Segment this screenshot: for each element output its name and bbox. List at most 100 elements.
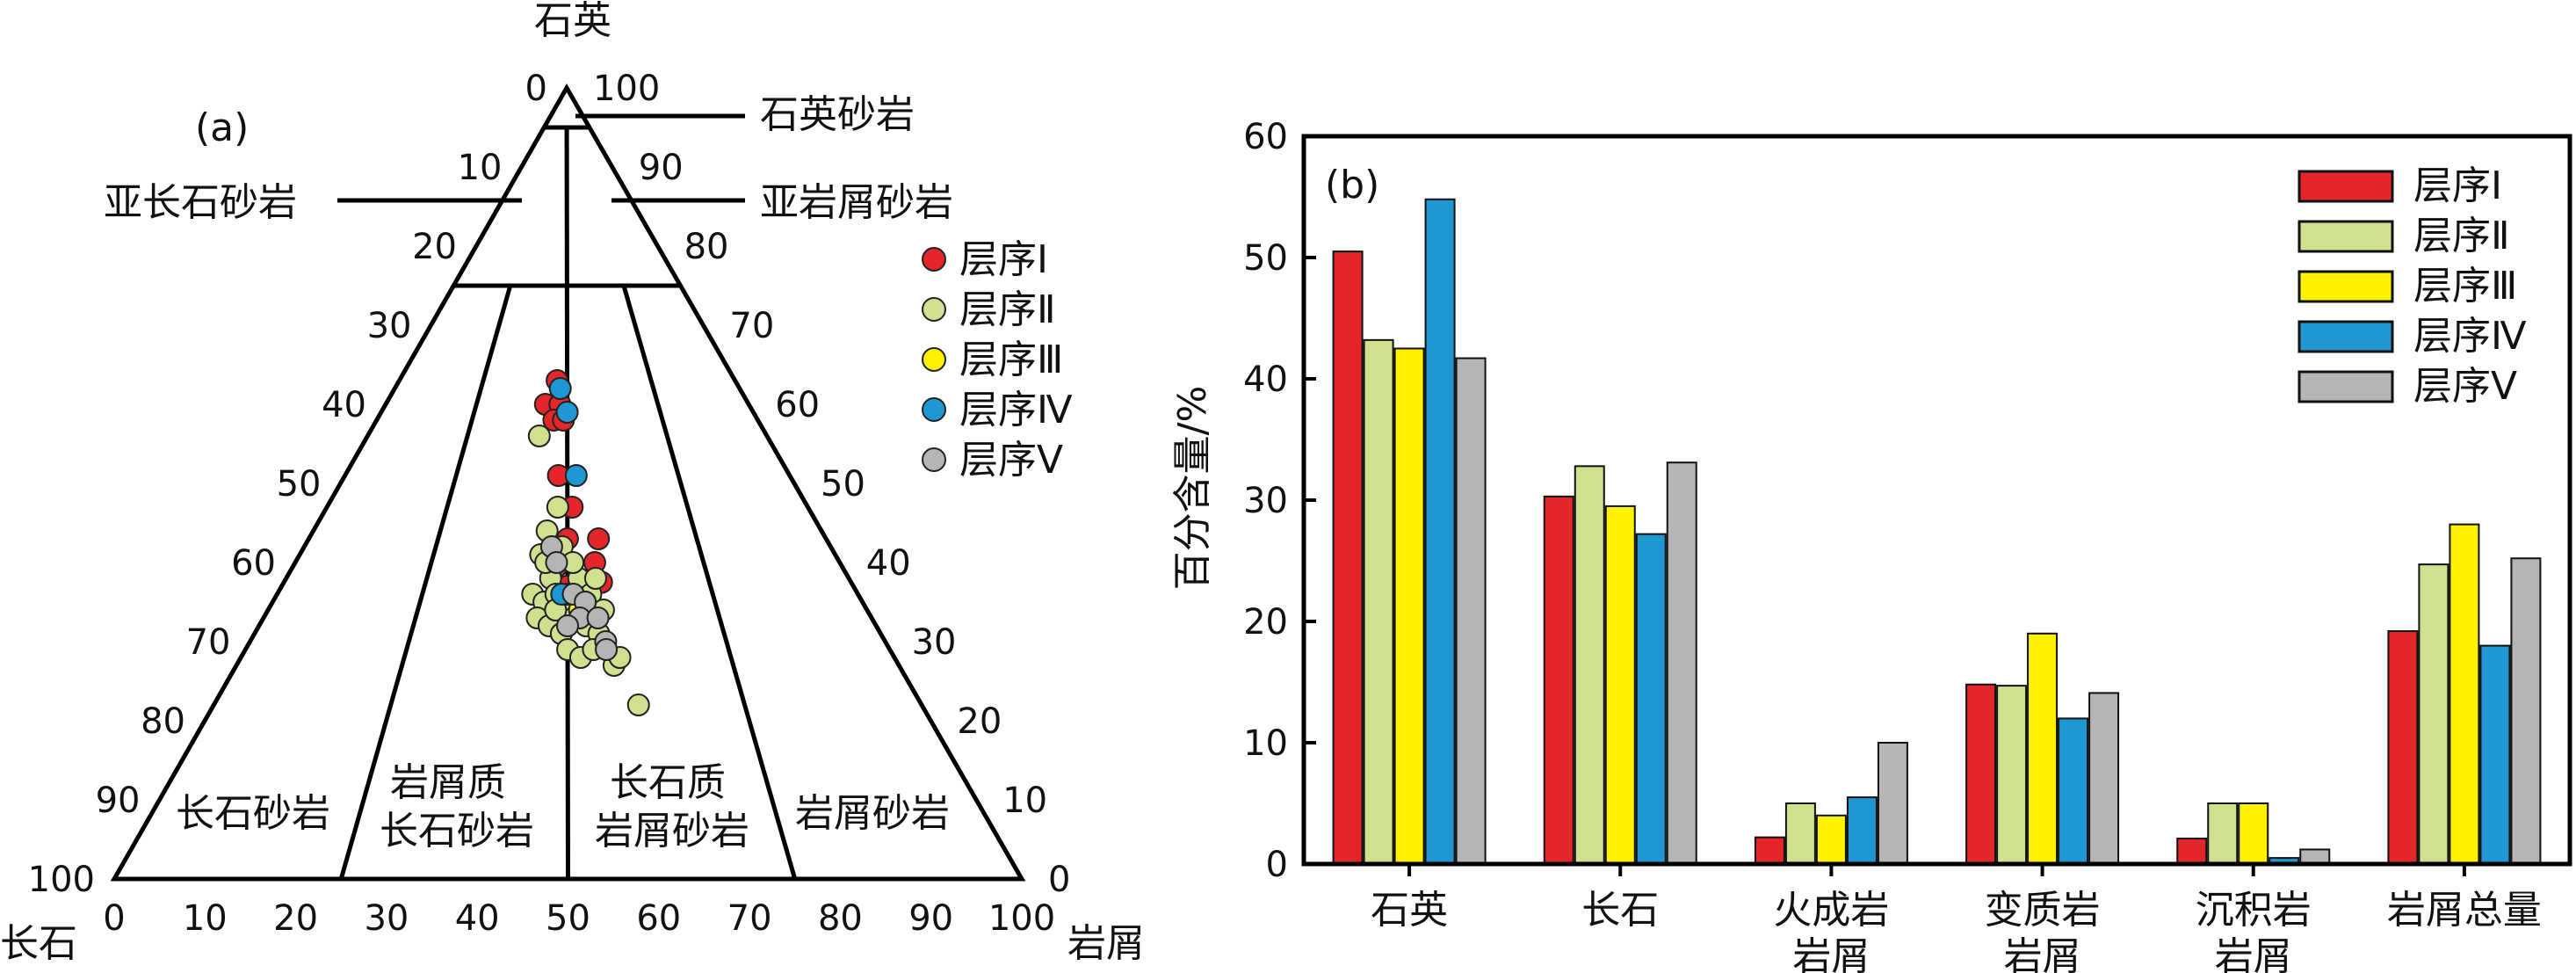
- left-tick-label: 70: [186, 622, 231, 663]
- right-tick-label: 80: [684, 227, 729, 267]
- data-point-series-5: [556, 614, 580, 637]
- right-tick-label: 70: [729, 306, 774, 346]
- bottom-tick-label: 0: [103, 898, 125, 939]
- bottom-tick-label: 30: [364, 898, 409, 939]
- left-tick-label: 30: [367, 306, 412, 346]
- right-tick-label: 30: [912, 622, 957, 663]
- legend-swatch-5: [2297, 370, 2394, 403]
- category-label: 岩屑: [2215, 934, 2292, 973]
- left-tick-label: 20: [412, 227, 457, 267]
- data-point-series-2: [527, 425, 551, 447]
- data-point-series-5: [545, 551, 568, 574]
- bar-4: [1846, 796, 1878, 865]
- bar-5: [1666, 461, 1697, 865]
- legend-label-4: 层序Ⅳ: [2413, 314, 2527, 359]
- boundary-line-75: [621, 285, 798, 880]
- field-label-feldspathic-litharenite-1: 长石质: [610, 760, 726, 805]
- left-tick-label: 10: [458, 148, 503, 188]
- data-point-series-1: [587, 527, 611, 550]
- legend-marker-3: [922, 347, 946, 372]
- data-point-series-4: [555, 401, 579, 424]
- field-label-litharenite: 岩屑砂岩: [795, 791, 950, 836]
- left-tick-label: 0: [525, 69, 547, 109]
- data-point-series-2: [583, 567, 607, 590]
- legend-label-2: 层序Ⅱ: [959, 287, 1056, 332]
- y-tick-label: 40: [1243, 359, 1288, 400]
- bar-4: [2479, 644, 2511, 865]
- bar-2: [1784, 802, 1816, 865]
- ternary-legend: 层序Ⅰ 层序Ⅱ 层序Ⅲ 层序Ⅳ 层序Ⅴ: [922, 237, 1073, 483]
- field-label-sublitharenite: 亚岩屑砂岩: [760, 180, 953, 225]
- field-label-lithic-arkose-2: 长石砂岩: [380, 809, 534, 853]
- legend-label-1: 层序Ⅰ: [959, 237, 1048, 282]
- ternary-points: [521, 369, 650, 716]
- bar-1: [1543, 495, 1574, 865]
- legend-swatch-2: [2297, 220, 2394, 253]
- category-label: 岩屑总量: [2387, 888, 2542, 933]
- bar-1: [1965, 683, 1997, 866]
- field-label-arkose: 长石砂岩: [176, 791, 330, 836]
- ternary-tick-labels: 0 10 20 30 40 50 60 70 80 90 100010203040506070809…: [28, 69, 1071, 939]
- legend-swatch-3: [2297, 270, 2394, 303]
- y-tick-label: 60: [1243, 117, 1288, 157]
- right-tick-label: 90: [639, 148, 684, 188]
- bar-1: [2176, 838, 2208, 866]
- right-tick-label: 20: [957, 701, 1002, 742]
- right-tick-label: 0: [1048, 860, 1070, 900]
- legend-label-4: 层序Ⅳ: [959, 388, 1073, 432]
- field-label-subarkose: 亚长石砂岩: [104, 180, 297, 225]
- legend-label-5: 层序Ⅴ: [959, 438, 1063, 483]
- right-tick-label: 60: [775, 385, 820, 425]
- vertex-label-quartz: 石英: [534, 0, 611, 43]
- panel-label-a: (a): [195, 105, 249, 150]
- legend-label-2: 层序Ⅱ: [2413, 214, 2510, 258]
- bar-3: [1604, 505, 1636, 866]
- bottom-tick-label: 90: [908, 898, 953, 939]
- data-point-series-5: [586, 606, 610, 629]
- left-tick-label: 50: [277, 464, 322, 505]
- legend-swatch-1: [2297, 170, 2394, 203]
- data-point-series-4: [564, 464, 588, 487]
- legend-marker-2: [922, 297, 946, 322]
- bar-3: [1393, 347, 1425, 865]
- bottom-tick-label: 80: [818, 898, 863, 939]
- category-label: 岩屑: [2004, 934, 2081, 973]
- bar-3: [2027, 632, 2059, 865]
- y-axis-label: 百分含量/%: [1170, 386, 1215, 591]
- bar-1: [2387, 630, 2419, 865]
- left-tick-label: 40: [322, 385, 366, 425]
- left-tick-label: 60: [231, 543, 276, 584]
- left-tick-label: 80: [141, 701, 185, 742]
- category-label: 火成岩: [1773, 888, 1889, 933]
- category-label: 沉积岩: [2196, 888, 2312, 933]
- bar-4: [1635, 533, 1667, 865]
- vertex-label-lithics: 岩屑: [1067, 921, 1145, 966]
- bar-3: [2238, 802, 2269, 865]
- right-tick-label: 10: [1002, 781, 1047, 821]
- bar-4: [2058, 717, 2089, 866]
- bottom-tick-label: 100: [988, 898, 1055, 939]
- bottom-tick-label: 20: [273, 898, 318, 939]
- bar-legend: 层序Ⅰ 层序Ⅱ 层序Ⅲ 层序Ⅳ 层序Ⅴ: [2297, 163, 2527, 409]
- data-point-series-2: [626, 693, 650, 716]
- bottom-tick-label: 50: [546, 898, 590, 939]
- bar-1: [1332, 251, 1364, 866]
- field-label-lithic-arkose-1: 岩屑质: [390, 760, 506, 805]
- bar-5: [1455, 357, 1487, 866]
- field-label-feldspathic-litharenite-2: 岩屑砂岩: [595, 809, 749, 853]
- bar-2: [1996, 685, 2028, 866]
- boundary-line-25: [338, 285, 513, 880]
- right-tick-label: 50: [821, 464, 865, 505]
- y-tick-label: 30: [1243, 481, 1288, 521]
- plot-frame: [1301, 134, 2572, 867]
- bar-2: [2418, 563, 2449, 865]
- bottom-tick-label: 40: [455, 898, 500, 939]
- data-point-series-5: [595, 638, 619, 661]
- y-tick-label: 0: [1266, 845, 1288, 885]
- bar-2: [2207, 802, 2239, 865]
- category-label: 变质岩: [1985, 888, 2101, 933]
- category-label: 岩屑: [1792, 934, 1870, 973]
